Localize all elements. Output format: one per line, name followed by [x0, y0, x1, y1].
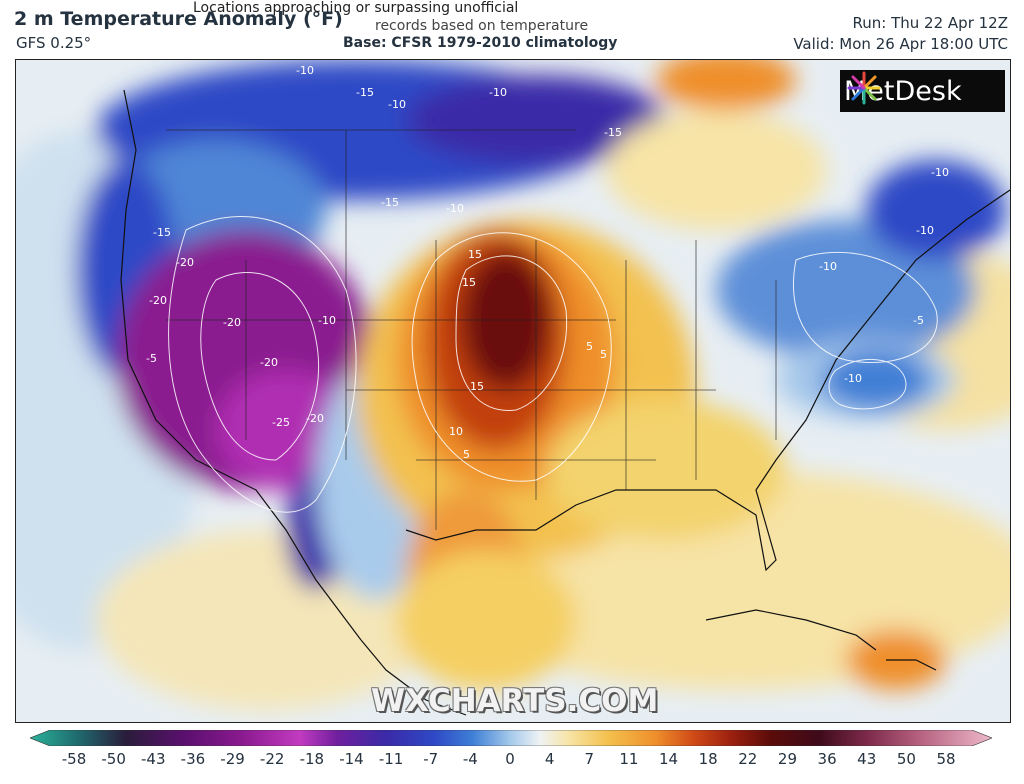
colorbar-tick-label: 36	[817, 750, 837, 768]
colorbar-tick-label: -11	[378, 750, 404, 768]
contour-labels: -10 -15 -10 -10 -15 -15 -10 -15 -20 -20 …	[146, 64, 949, 461]
contour-label: -10	[931, 166, 949, 179]
contour-label: 10	[449, 425, 463, 438]
colorbar-tick-label: -43	[141, 750, 166, 768]
colorbar-tick-label: -36	[180, 750, 206, 768]
colorbar-tick-label: 58	[936, 750, 956, 768]
contour-label: -10	[489, 86, 507, 99]
colorbar-tick-label: 0	[505, 750, 515, 768]
contour-label: -15	[356, 86, 374, 99]
colorbar-tick-label: 14	[658, 750, 679, 768]
climatology-base-label: Base: CFSR 1979-2010 climatology	[343, 35, 618, 51]
record-notice-line2: records based on temperature	[375, 18, 589, 34]
coastline	[120, 89, 1010, 716]
state-borders	[166, 129, 777, 530]
colorbar	[30, 730, 992, 746]
contour-label: -10	[819, 260, 837, 273]
valid-time-label: Valid: Mon 26 Apr 18:00 UTC	[793, 35, 1008, 53]
contour-label: 15	[462, 276, 476, 289]
colorbar-tick-label: -29	[220, 750, 245, 768]
anomaly-map[interactable]: -10 -15 -10 -10 -15 -15 -10 -15 -20 -20 …	[15, 59, 1011, 723]
colorbar-tick-label: 22	[738, 750, 758, 768]
colorbar-tick-label: 29	[777, 750, 797, 768]
colorbar-tick-label: -22	[259, 750, 285, 768]
contour-label: -20	[260, 356, 278, 369]
contour-label: -15	[604, 126, 622, 139]
contour-label: 5	[586, 340, 593, 353]
contour-label: -25	[272, 416, 290, 429]
contour-label: -10	[916, 224, 934, 237]
colorbar-ticks: -58 -50 -43 -36 -29 -22 -18 -14 -11 -7 -4 0 4 7 11 14 18…	[0, 750, 1024, 774]
model-label: GFS 0.25°	[16, 34, 92, 52]
contour-label: 15	[468, 248, 482, 261]
colorbar-tick-label: -7	[423, 750, 439, 768]
contour-label: -5	[913, 314, 924, 327]
wxcharts-watermark: WXCHARTS.COM	[371, 683, 659, 719]
metdesk-logo-icon	[847, 71, 881, 105]
run-label: Run: Thu 22 Apr 12Z	[852, 14, 1008, 32]
contour-label: -20	[223, 316, 241, 329]
contour-label: 5	[463, 448, 470, 461]
contour-label: -5	[146, 352, 157, 365]
colorbar-tick-label: 43	[857, 750, 877, 768]
colorbar-tick-label: 4	[544, 750, 555, 768]
colorbar-tick-label: -14	[339, 750, 364, 768]
contours	[168, 216, 938, 513]
contour-label: -10	[318, 314, 336, 327]
contour-label: -10	[446, 202, 464, 215]
contour-label: -15	[381, 196, 399, 209]
map-canvas: -10 -15 -10 -10 -15 -15 -10 -15 -20 -20 …	[16, 60, 1010, 722]
colorbar-tick-label: 11	[619, 750, 639, 768]
contour-label: -10	[844, 372, 862, 385]
colorbar-tick-label: 7	[584, 750, 595, 768]
metdesk-logo: MetDesk	[840, 70, 1005, 112]
colorbar-tick-label: -4	[462, 750, 478, 768]
contour-label: -20	[176, 256, 194, 269]
colorbar-tick-label: -58	[61, 750, 87, 768]
contour-label: 5	[600, 348, 607, 361]
colorbar-tick-label: -18	[299, 750, 325, 768]
colorbar-tick-label: -50	[101, 750, 126, 768]
colorbar-tick-label: 18	[698, 750, 718, 768]
chart-title: 2 m Temperature Anomaly (°F)	[14, 8, 343, 30]
contour-label: 15	[470, 380, 484, 393]
contour-label: -20	[149, 294, 167, 307]
colorbar-tick-label: 50	[896, 750, 916, 768]
contour-label: -15	[153, 226, 171, 239]
contour-label: -10	[388, 98, 406, 111]
contour-label: -20	[306, 412, 324, 425]
record-notice-line1: Locations approaching or surpassing unof…	[193, 0, 519, 16]
contour-label: -10	[296, 64, 314, 77]
